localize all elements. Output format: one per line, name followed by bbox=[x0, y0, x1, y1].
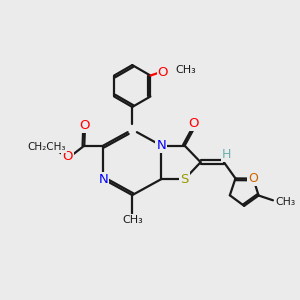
Text: CH₃: CH₃ bbox=[122, 215, 143, 225]
Text: O: O bbox=[62, 150, 73, 163]
Text: S: S bbox=[180, 172, 189, 186]
Text: O: O bbox=[158, 65, 168, 79]
Text: H: H bbox=[222, 148, 232, 160]
Text: CH₂CH₃: CH₂CH₃ bbox=[28, 142, 66, 152]
Text: O: O bbox=[189, 117, 199, 130]
Text: N: N bbox=[157, 139, 166, 152]
Text: O: O bbox=[248, 172, 258, 185]
Text: N: N bbox=[98, 172, 108, 186]
Text: CH₃: CH₃ bbox=[276, 197, 296, 207]
Text: CH₃: CH₃ bbox=[175, 65, 196, 75]
Text: O: O bbox=[80, 119, 90, 132]
